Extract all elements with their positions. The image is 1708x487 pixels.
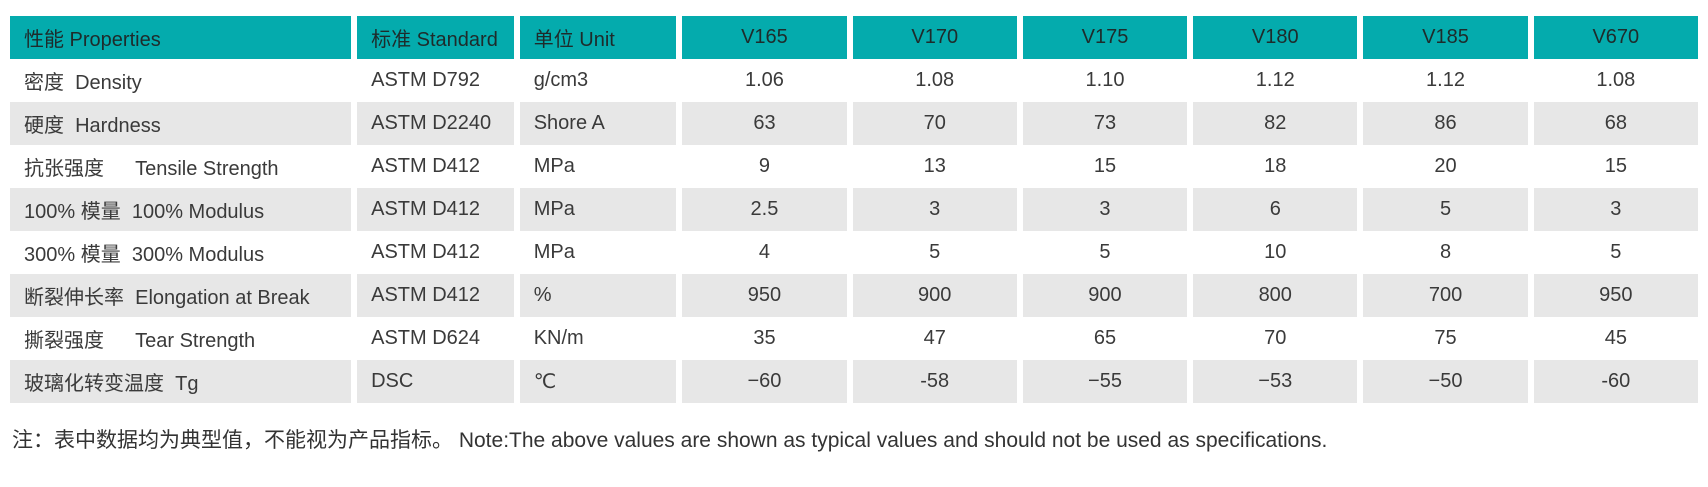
value-cell: −53 xyxy=(1193,360,1358,403)
value-cell: 1.10 xyxy=(1022,59,1188,102)
property-cell: 玻璃化转变温度 Tg xyxy=(10,360,352,403)
unit-cell: MPa xyxy=(519,231,677,274)
value-cell: 70 xyxy=(852,102,1017,145)
value-cell: 1.12 xyxy=(1193,59,1358,102)
table-row: 100% 模量 100% Modulus ASTM D412 MPa 2.5 3 3 6 5 3 xyxy=(10,188,1698,231)
unit-cell: Shore A xyxy=(519,102,677,145)
value-cell: 15 xyxy=(1022,145,1188,188)
unit-cell: g/cm3 xyxy=(519,59,677,102)
value-cell: 1.06 xyxy=(682,59,847,102)
value-cell: 5 xyxy=(1533,231,1698,274)
value-cell: -60 xyxy=(1533,360,1698,403)
value-cell: 900 xyxy=(1022,274,1188,317)
column-header-v180: V180 xyxy=(1193,16,1358,59)
table-row: 抗张强度 Tensile Strength ASTM D412 MPa 9 13 15 18… xyxy=(10,145,1698,188)
property-cell: 抗张强度 Tensile Strength xyxy=(10,145,352,188)
value-cell: 5 xyxy=(852,231,1017,274)
column-header-v170: V170 xyxy=(852,16,1017,59)
value-cell: 800 xyxy=(1193,274,1358,317)
value-cell: 15 xyxy=(1533,145,1698,188)
column-header-standard: 标准 Standard xyxy=(357,16,514,59)
value-cell: 47 xyxy=(852,317,1017,360)
column-header-v185: V185 xyxy=(1363,16,1528,59)
table-header-row: 性能 Properties 标准 Standard 单位 Unit V165 V170 V… xyxy=(10,16,1698,59)
standard-cell: ASTM D412 xyxy=(357,274,514,317)
standard-cell: ASTM D624 xyxy=(357,317,514,360)
unit-cell: MPa xyxy=(519,145,677,188)
column-header-v175: V175 xyxy=(1022,16,1188,59)
value-cell: 5 xyxy=(1363,188,1528,231)
property-cell: 100% 模量 100% Modulus xyxy=(10,188,352,231)
value-cell: 86 xyxy=(1363,102,1528,145)
value-cell: −50 xyxy=(1363,360,1528,403)
footnote: 注：表中数据均为典型值，不能视为产品指标。 Note:The above val… xyxy=(12,429,1328,452)
property-cell: 密度 Density xyxy=(10,59,352,102)
value-cell: 75 xyxy=(1363,317,1528,360)
value-cell: 68 xyxy=(1533,102,1698,145)
table-row: 玻璃化转变温度 Tg DSC ℃ −60 -58 −55 −53 −50 -60 xyxy=(10,360,1698,403)
value-cell: 70 xyxy=(1193,317,1358,360)
column-header-v670: V670 xyxy=(1533,16,1698,59)
standard-cell: DSC xyxy=(357,360,514,403)
value-cell: 3 xyxy=(1533,188,1698,231)
value-cell: 20 xyxy=(1363,145,1528,188)
standard-cell: ASTM D412 xyxy=(357,145,514,188)
value-cell: 700 xyxy=(1363,274,1528,317)
value-cell: 35 xyxy=(682,317,847,360)
value-cell: 73 xyxy=(1022,102,1188,145)
table-row: 撕裂强度 Tear Strength ASTM D624 KN/m 35 47 65 70 7… xyxy=(10,317,1698,360)
value-cell: −55 xyxy=(1022,360,1188,403)
column-header-unit: 单位 Unit xyxy=(519,16,677,59)
property-cell: 撕裂强度 Tear Strength xyxy=(10,317,352,360)
value-cell: 1.12 xyxy=(1363,59,1528,102)
value-cell: 2.5 xyxy=(682,188,847,231)
value-cell: 3 xyxy=(1022,188,1188,231)
table-row: 密度 Density ASTM D792 g/cm3 1.06 1.08 1.10 1.12… xyxy=(10,59,1698,102)
property-cell: 硬度 Hardness xyxy=(10,102,352,145)
value-cell: 4 xyxy=(682,231,847,274)
standard-cell: ASTM D2240 xyxy=(357,102,514,145)
value-cell: 6 xyxy=(1193,188,1358,231)
column-header-property: 性能 Properties xyxy=(10,16,352,59)
value-cell: 10 xyxy=(1193,231,1358,274)
value-cell: 9 xyxy=(682,145,847,188)
value-cell: -58 xyxy=(852,360,1017,403)
standard-cell: ASTM D792 xyxy=(357,59,514,102)
value-cell: 45 xyxy=(1533,317,1698,360)
value-cell: −60 xyxy=(682,360,847,403)
column-header-v165: V165 xyxy=(682,16,847,59)
property-cell: 300% 模量 300% Modulus xyxy=(10,231,352,274)
value-cell: 1.08 xyxy=(1533,59,1698,102)
value-cell: 950 xyxy=(1533,274,1698,317)
value-cell: 3 xyxy=(852,188,1017,231)
value-cell: 5 xyxy=(1022,231,1188,274)
datasheet-page: 性能 Properties 标准 Standard 单位 Unit V165 V170 V… xyxy=(4,16,1704,452)
value-cell: 950 xyxy=(682,274,847,317)
unit-cell: KN/m xyxy=(519,317,677,360)
table-row: 断裂伸长率 Elongation at Break ASTM D412% 950 90… xyxy=(10,274,1698,317)
value-cell: 82 xyxy=(1193,102,1358,145)
properties-table: 性能 Properties 标准 Standard 单位 Unit V165 V170 V… xyxy=(4,16,1704,403)
value-cell: 18 xyxy=(1193,145,1358,188)
property-cell: 断裂伸长率 Elongation at Break xyxy=(10,274,352,317)
value-cell: 1.08 xyxy=(852,59,1017,102)
standard-cell: ASTM D412 xyxy=(357,188,514,231)
value-cell: 13 xyxy=(852,145,1017,188)
unit-cell: % xyxy=(519,274,677,317)
unit-cell: ℃ xyxy=(519,360,677,403)
standard-cell: ASTM D412 xyxy=(357,231,514,274)
table-row: 硬度 Hardness ASTM D2240 Shore A 63 70 73 82 86 68 xyxy=(10,102,1698,145)
value-cell: 8 xyxy=(1363,231,1528,274)
value-cell: 900 xyxy=(852,274,1017,317)
unit-cell: MPa xyxy=(519,188,677,231)
value-cell: 65 xyxy=(1022,317,1188,360)
value-cell: 63 xyxy=(682,102,847,145)
table-row: 300% 模量 300% Modulus ASTM D412 MPa 4 5 5 10 8 5 xyxy=(10,231,1698,274)
